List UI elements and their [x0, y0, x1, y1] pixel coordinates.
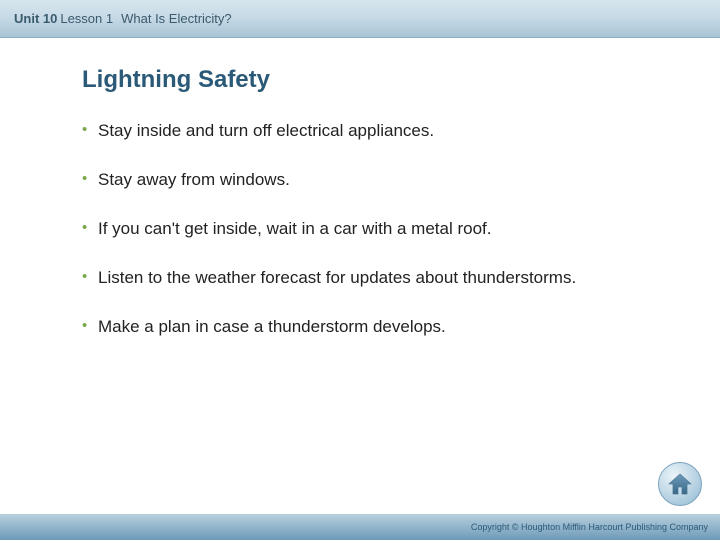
home-icon: [667, 472, 693, 496]
list-item: Stay inside and turn off electrical appl…: [82, 120, 650, 143]
lesson-title: What Is Electricity?: [121, 11, 232, 26]
lesson-label: Lesson 1: [60, 11, 113, 26]
copyright-text: Copyright © Houghton Mifflin Harcourt Pu…: [471, 522, 708, 532]
content-area: Lightning Safety Stay inside and turn of…: [0, 38, 720, 339]
list-item: If you can't get inside, wait in a car w…: [82, 218, 650, 241]
list-item: Make a plan in case a thunderstorm devel…: [82, 316, 650, 339]
list-item: Stay away from windows.: [82, 169, 650, 192]
header-bar: Unit 10 Lesson 1 What Is Electricity?: [0, 0, 720, 38]
list-item: Listen to the weather forecast for updat…: [82, 267, 650, 290]
footer-bar: Copyright © Houghton Mifflin Harcourt Pu…: [0, 514, 720, 540]
home-button[interactable]: [658, 462, 702, 506]
unit-label: Unit 10: [14, 11, 57, 26]
slide-title: Lightning Safety: [82, 66, 650, 94]
bullet-list: Stay inside and turn off electrical appl…: [82, 120, 650, 339]
